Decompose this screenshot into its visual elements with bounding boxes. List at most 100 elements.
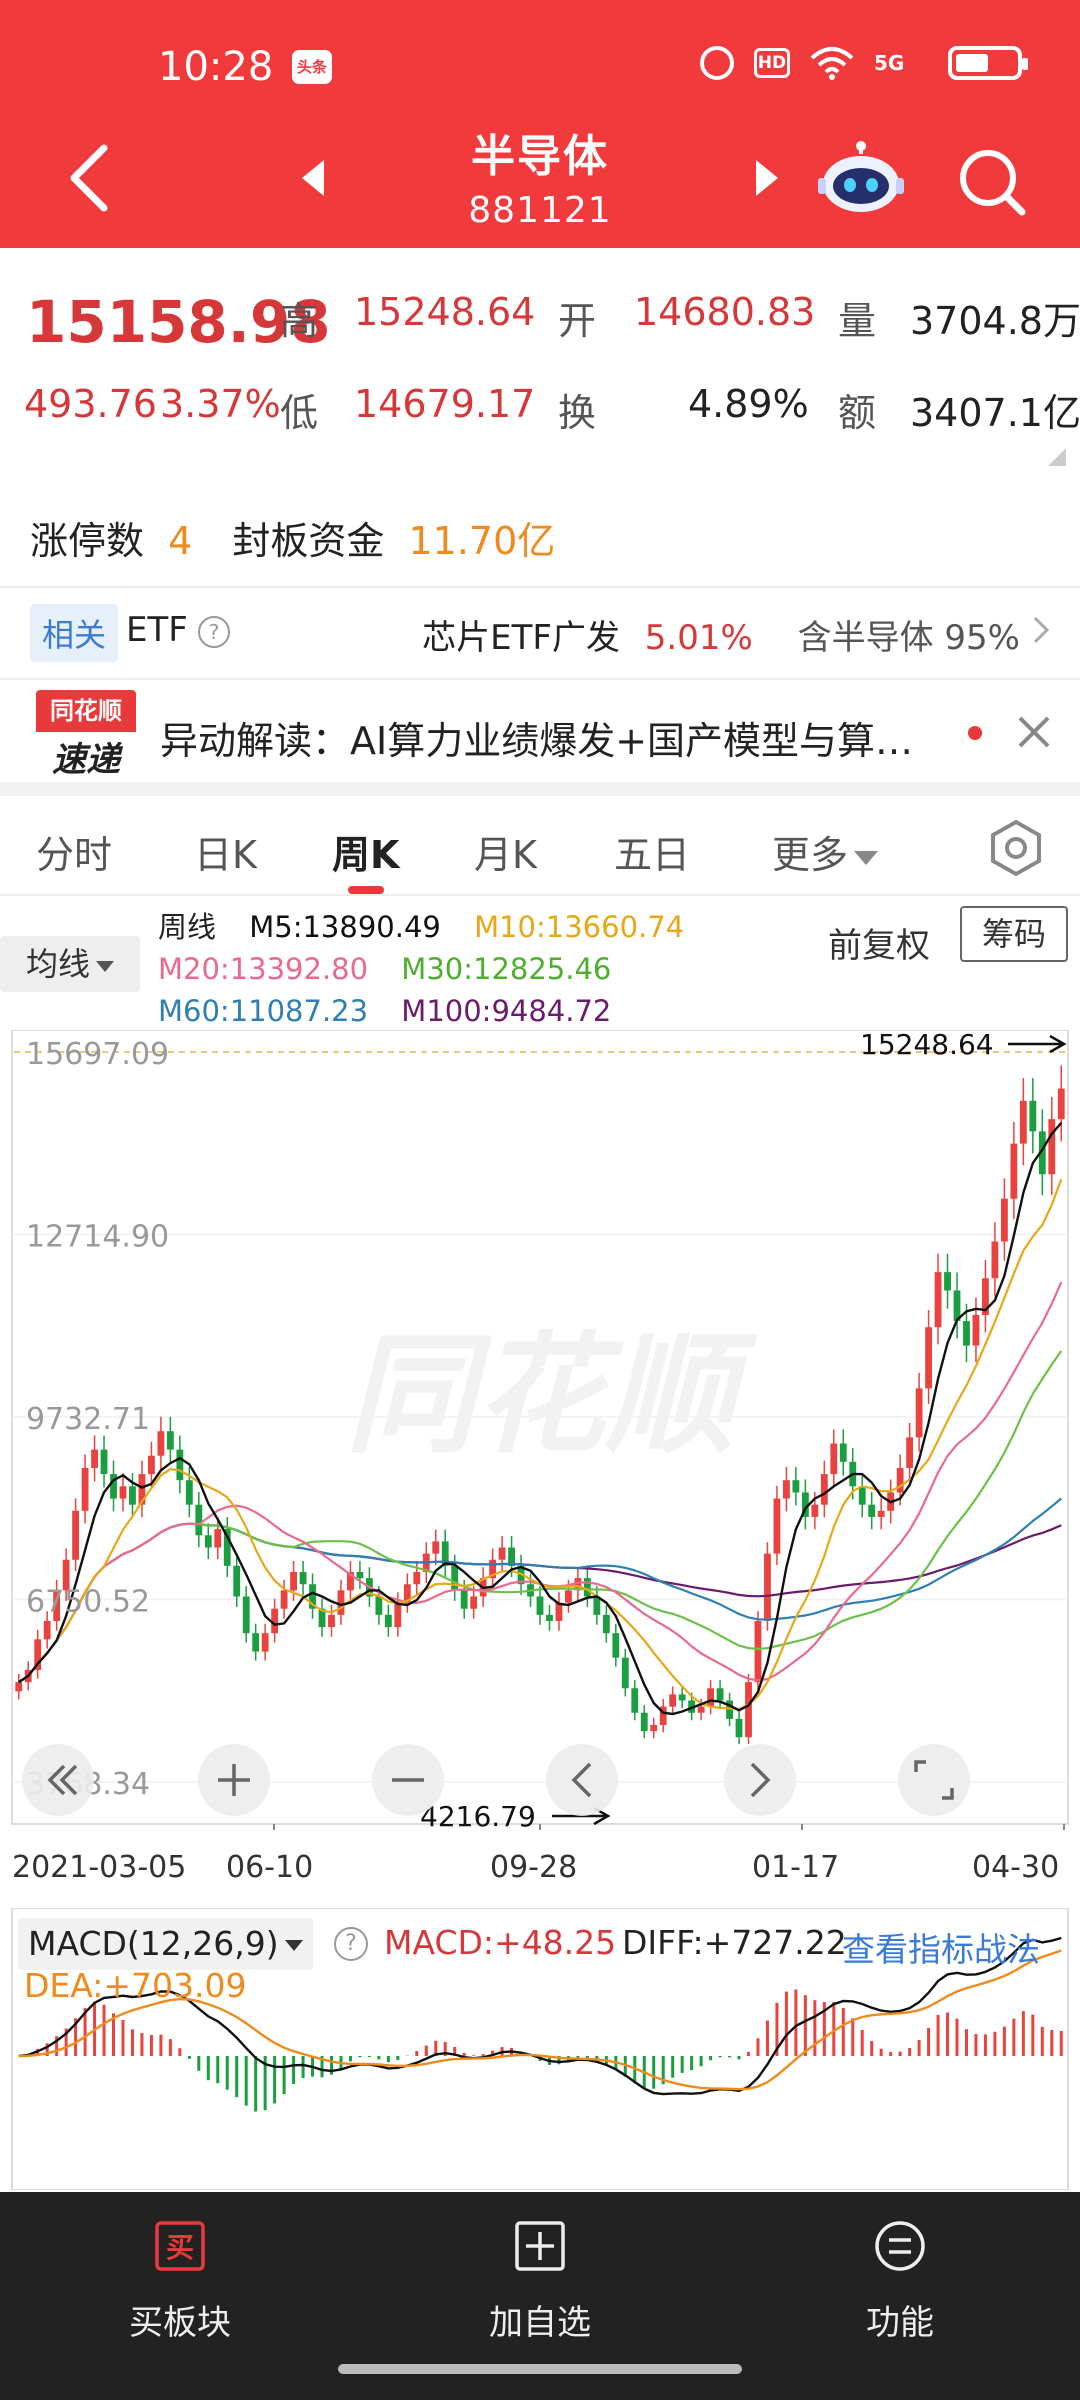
indicator-selector[interactable]: MACD(12,26,9): [18, 1918, 313, 1970]
ma-period: 周线: [158, 910, 217, 944]
candle: [72, 1510, 80, 1560]
ma-selector[interactable]: 均线: [0, 936, 140, 992]
candle: [432, 1541, 440, 1554]
prev-sector-button[interactable]: [298, 158, 328, 198]
scroll-left-fast-button[interactable]: [22, 1744, 94, 1816]
candle: [801, 1492, 809, 1517]
low-value: 14679.17: [354, 382, 536, 426]
news-headline[interactable]: 异动解读：AI算力业绩爆发+国产模型与算…: [160, 719, 914, 763]
candle: [915, 1388, 923, 1438]
function-button[interactable]: 功能: [800, 2220, 1000, 2344]
candle: [62, 1559, 70, 1591]
macd-value: MACD:+48.25: [384, 1923, 617, 1962]
candle: [129, 1486, 136, 1505]
candle: [839, 1443, 847, 1462]
limit-up-row[interactable]: 涨停数 4 封板资金 11.70亿: [30, 510, 555, 565]
add-watchlist-button[interactable]: 加自选: [440, 2220, 640, 2344]
related-etf-row[interactable]: 相关 ETF ? 芯片ETF广发 5.01% 含半导体 95%: [30, 604, 1050, 666]
candle: [697, 1706, 705, 1713]
settings-hex-icon[interactable]: [986, 818, 1046, 878]
buy-sector-button[interactable]: 买 买板块: [80, 2220, 280, 2344]
tab-intraday[interactable]: 分时: [36, 833, 113, 877]
candle: [621, 1657, 629, 1689]
active-tab-indicator: [348, 886, 384, 894]
fullscreen-button[interactable]: [898, 1744, 970, 1816]
svg-text:买: 买: [166, 2231, 194, 2264]
y-tick-label: 9732.71: [26, 1402, 150, 1437]
title-block: 半导体 881121: [380, 120, 700, 231]
tab-monthly-k[interactable]: 月K: [474, 833, 537, 877]
hd-icon: HD: [754, 48, 790, 78]
candle: [754, 1620, 762, 1683]
tab-daily-k[interactable]: 日K: [194, 833, 257, 877]
macd-frame: [11, 1908, 1069, 2190]
wifi-icon: [810, 47, 854, 80]
candle: [783, 1480, 790, 1499]
candle: [403, 1584, 411, 1603]
news-row[interactable]: 同花顺 速递 异动解读：AI算力业绩爆发+国产模型与算…: [30, 690, 1060, 780]
x-tick-label: 01-17: [752, 1850, 840, 1885]
help-icon[interactable]: ?: [334, 1927, 368, 1961]
zoom-in-button[interactable]: [198, 1744, 270, 1816]
zoom-out-button[interactable]: [372, 1744, 444, 1816]
close-icon[interactable]: [1014, 712, 1054, 752]
next-sector-button[interactable]: [752, 158, 782, 198]
buy-icon: 买: [155, 2221, 205, 2271]
candle: [1029, 1100, 1037, 1132]
candle: [944, 1272, 951, 1291]
candle: [546, 1614, 553, 1621]
scroll-left-button[interactable]: [546, 1744, 618, 1816]
candle: [934, 1272, 942, 1328]
candle: [820, 1474, 828, 1505]
candle: [896, 1467, 904, 1493]
turnover-label: 换: [558, 391, 597, 435]
candle: [640, 1712, 648, 1732]
home-indicator[interactable]: [338, 2364, 742, 2374]
period-tabs: 分时 日K 周K 月K 五日 更多: [0, 796, 1080, 894]
help-icon[interactable]: ?: [198, 616, 230, 648]
high-value: 15248.64: [354, 290, 536, 334]
back-button[interactable]: [60, 142, 120, 214]
candle: [214, 1529, 222, 1548]
candle: [441, 1541, 449, 1566]
candle: [1019, 1100, 1027, 1144]
candle: [271, 1608, 279, 1634]
amount-value: 3407.1亿: [910, 391, 1080, 435]
candle: [110, 1474, 117, 1499]
candle: [185, 1480, 193, 1505]
volume-label: 量: [838, 299, 877, 343]
min-price-label: 4216.79: [420, 1800, 536, 1830]
ma-m5: M5:13890.49: [249, 910, 441, 944]
y-tick-label: 12714.90: [26, 1220, 169, 1255]
tab-weekly-k[interactable]: 周K: [332, 833, 400, 877]
scroll-right-button[interactable]: [724, 1744, 796, 1816]
y-tick-label: 6750.52: [26, 1585, 150, 1620]
candle: [726, 1700, 733, 1719]
chevron-down-icon: [96, 960, 115, 972]
indicator-strategy-link[interactable]: 查看指标战法: [842, 1930, 1040, 1969]
candle: [707, 1688, 715, 1707]
chip-distribution-button[interactable]: 筹码: [960, 906, 1068, 962]
open-value: 14680.83: [634, 290, 816, 334]
candle: [991, 1241, 999, 1279]
candle: [659, 1706, 667, 1725]
expand-corner-icon[interactable]: [1048, 448, 1066, 466]
tab-five-day[interactable]: 五日: [614, 833, 691, 877]
candle: [347, 1571, 354, 1591]
candle: [963, 1321, 970, 1346]
macd-chart[interactable]: [0, 1908, 1080, 2190]
divider: [0, 586, 1080, 588]
limit-up-count: 4: [168, 519, 193, 563]
candle: [830, 1443, 838, 1475]
ai-robot-icon[interactable]: [818, 140, 904, 216]
tab-more[interactable]: 更多: [772, 824, 879, 879]
candle: [735, 1718, 743, 1738]
adjust-mode[interactable]: 前复权: [828, 926, 930, 966]
candle: [223, 1529, 231, 1566]
kline-chart[interactable]: 同花顺 15697.0912714.909732.716750.523768.3…: [0, 1030, 1080, 1830]
candle: [309, 1584, 316, 1609]
dea-value: DEA:+703.09: [24, 1966, 247, 2005]
menu-icon: [875, 2221, 925, 2271]
candle: [148, 1455, 155, 1475]
search-icon[interactable]: [956, 146, 1028, 218]
